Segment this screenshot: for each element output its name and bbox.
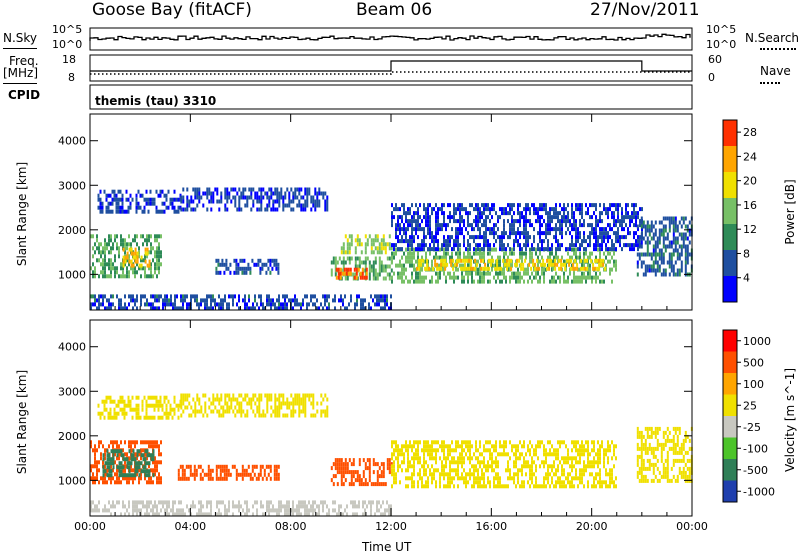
freq-unit: [MHz]	[3, 66, 39, 80]
power-ytick-label-0: 4000	[58, 135, 86, 148]
power-ytick-label-1: 3000	[58, 179, 86, 192]
beam-label: Beam 06	[356, 0, 433, 20]
power-colorbar-label-4: 12	[743, 223, 757, 236]
velocity-colorbar-seg-1	[723, 351, 737, 373]
power-colorbar-label-2: 20	[743, 175, 757, 188]
velocity-region-5	[330, 458, 393, 487]
velocity-region-6	[391, 440, 617, 489]
nave-trace	[90, 71, 692, 75]
velocity-region-2	[97, 395, 182, 420]
velocity-colorbar-seg-4	[723, 416, 737, 438]
x-tick-label-3: 12:00	[375, 520, 407, 533]
power-colorbar-seg-6	[723, 276, 737, 302]
velocity-colorbar-seg-6	[723, 459, 737, 481]
velocity-colorbar-label-6: -500	[743, 464, 768, 477]
power-colorbar-seg-4	[723, 224, 737, 250]
nsky-line-legend	[3, 48, 37, 49]
velocity-colorbar-label-0: 1000	[743, 335, 771, 348]
x-tick-label-1: 04:00	[174, 520, 206, 533]
velocity-colorbar-frame	[722, 329, 738, 503]
velocity-region-1	[102, 449, 155, 478]
nave-tick-bottom: 0	[708, 71, 715, 84]
power-region-10	[391, 203, 643, 252]
power-colorbar-seg-5	[723, 250, 737, 276]
station-title: Goose Bay (fitACF)	[92, 0, 252, 20]
power-region-1	[122, 247, 151, 268]
x-axis-label: Time UT	[362, 540, 412, 554]
velocity-ytick-label-2: 2000	[58, 430, 86, 443]
freq-label: Freq.	[9, 54, 39, 68]
velocity-ytick-label-3: 1000	[58, 474, 86, 487]
nsky-tick-bottom: 10^0	[52, 38, 83, 51]
x-tick-label-0: 00:00	[74, 520, 106, 533]
nsearch-dotted-legend	[760, 48, 796, 50]
power-region-3	[180, 187, 329, 212]
x-tick-label-4: 16:00	[475, 520, 507, 533]
power-region-6	[335, 267, 368, 280]
velocity-colorbar-seg-0	[723, 330, 737, 352]
cpid-panel-frame	[89, 84, 693, 110]
power-colorbar-label-0: 28	[743, 126, 757, 139]
power-ytick-label-2: 2000	[58, 224, 86, 237]
power-region-11	[636, 216, 693, 277]
power-region-8	[391, 247, 617, 284]
power-region-2	[97, 189, 182, 214]
power-colorbar-label-5: 8	[743, 247, 750, 260]
velocity-region-0	[90, 440, 162, 485]
velocity-colorbar-seg-3	[723, 394, 737, 416]
velocity-region-8	[90, 500, 392, 517]
freq-panel-frame	[89, 54, 693, 82]
x-tick-label-2: 08:00	[275, 520, 307, 533]
nsky-tick-top: 10^5	[52, 23, 83, 36]
nsearch-tick-top: 10^5	[706, 23, 737, 36]
freq-trace	[90, 60, 692, 72]
nave-label: Nave	[760, 64, 791, 78]
power-region-7	[340, 234, 393, 255]
power-region-9	[416, 258, 607, 271]
nave-dotted-legend	[760, 82, 780, 84]
power-colorbar-seg-2	[723, 172, 737, 198]
velocity-ytick-label-0: 4000	[58, 341, 86, 354]
power-colorbar-seg-3	[723, 198, 737, 224]
power-ytick-label-3: 1000	[58, 268, 86, 281]
cpid-label: CPID	[8, 88, 41, 102]
cpid-value: themis (tau) 3310	[95, 94, 217, 108]
power-colorbar-seg-1	[723, 146, 737, 172]
freq-line-legend	[3, 83, 37, 84]
nave-tick-top: 60	[708, 53, 722, 66]
velocity-colorbar-seg-7	[723, 480, 737, 502]
power-region-12	[90, 294, 392, 311]
velocity-region-4	[177, 464, 280, 481]
power-colorbar-label-6: 4	[743, 272, 750, 285]
nsky-trace	[89, 33, 691, 41]
x-tick-label-5: 20:00	[576, 520, 608, 533]
velocity-colorbar-seg-5	[723, 437, 737, 459]
power-colorbar-label-3: 16	[743, 199, 757, 212]
nsearch-tick-bottom: 10^0	[706, 38, 737, 51]
date-label: 27/Nov/2011	[590, 0, 700, 20]
power-colorbar-frame	[722, 119, 738, 303]
velocity-colorbar-label-5: -100	[743, 442, 768, 455]
velocity-colorbar-label-2: 100	[743, 378, 764, 391]
velocity-colorbar-label-7: -1000	[743, 485, 775, 498]
velocity-colorbar-seg-2	[723, 373, 737, 395]
power-colorbar-label-1: 24	[743, 150, 757, 163]
velocity-colorbar-label-4: -25	[743, 421, 761, 434]
velocity-colorbar-label-3: 25	[743, 399, 757, 412]
freq-tick-bottom: 8	[68, 71, 75, 84]
nsearch-label: N.Search	[745, 31, 800, 45]
freq-tick-top: 18	[62, 53, 76, 66]
power-region-0	[90, 234, 162, 279]
velocity-region-7	[636, 426, 693, 483]
power-colorbar-seg-0	[723, 120, 737, 146]
velocity-ytick-label-1: 3000	[58, 385, 86, 398]
power-region-4	[215, 258, 280, 275]
velocity-colorbar-label-1: 500	[743, 356, 764, 369]
velocity-region-3	[180, 393, 329, 418]
nsky-label: N.Sky	[3, 31, 38, 45]
x-tick-label-6: 00:00	[676, 520, 708, 533]
